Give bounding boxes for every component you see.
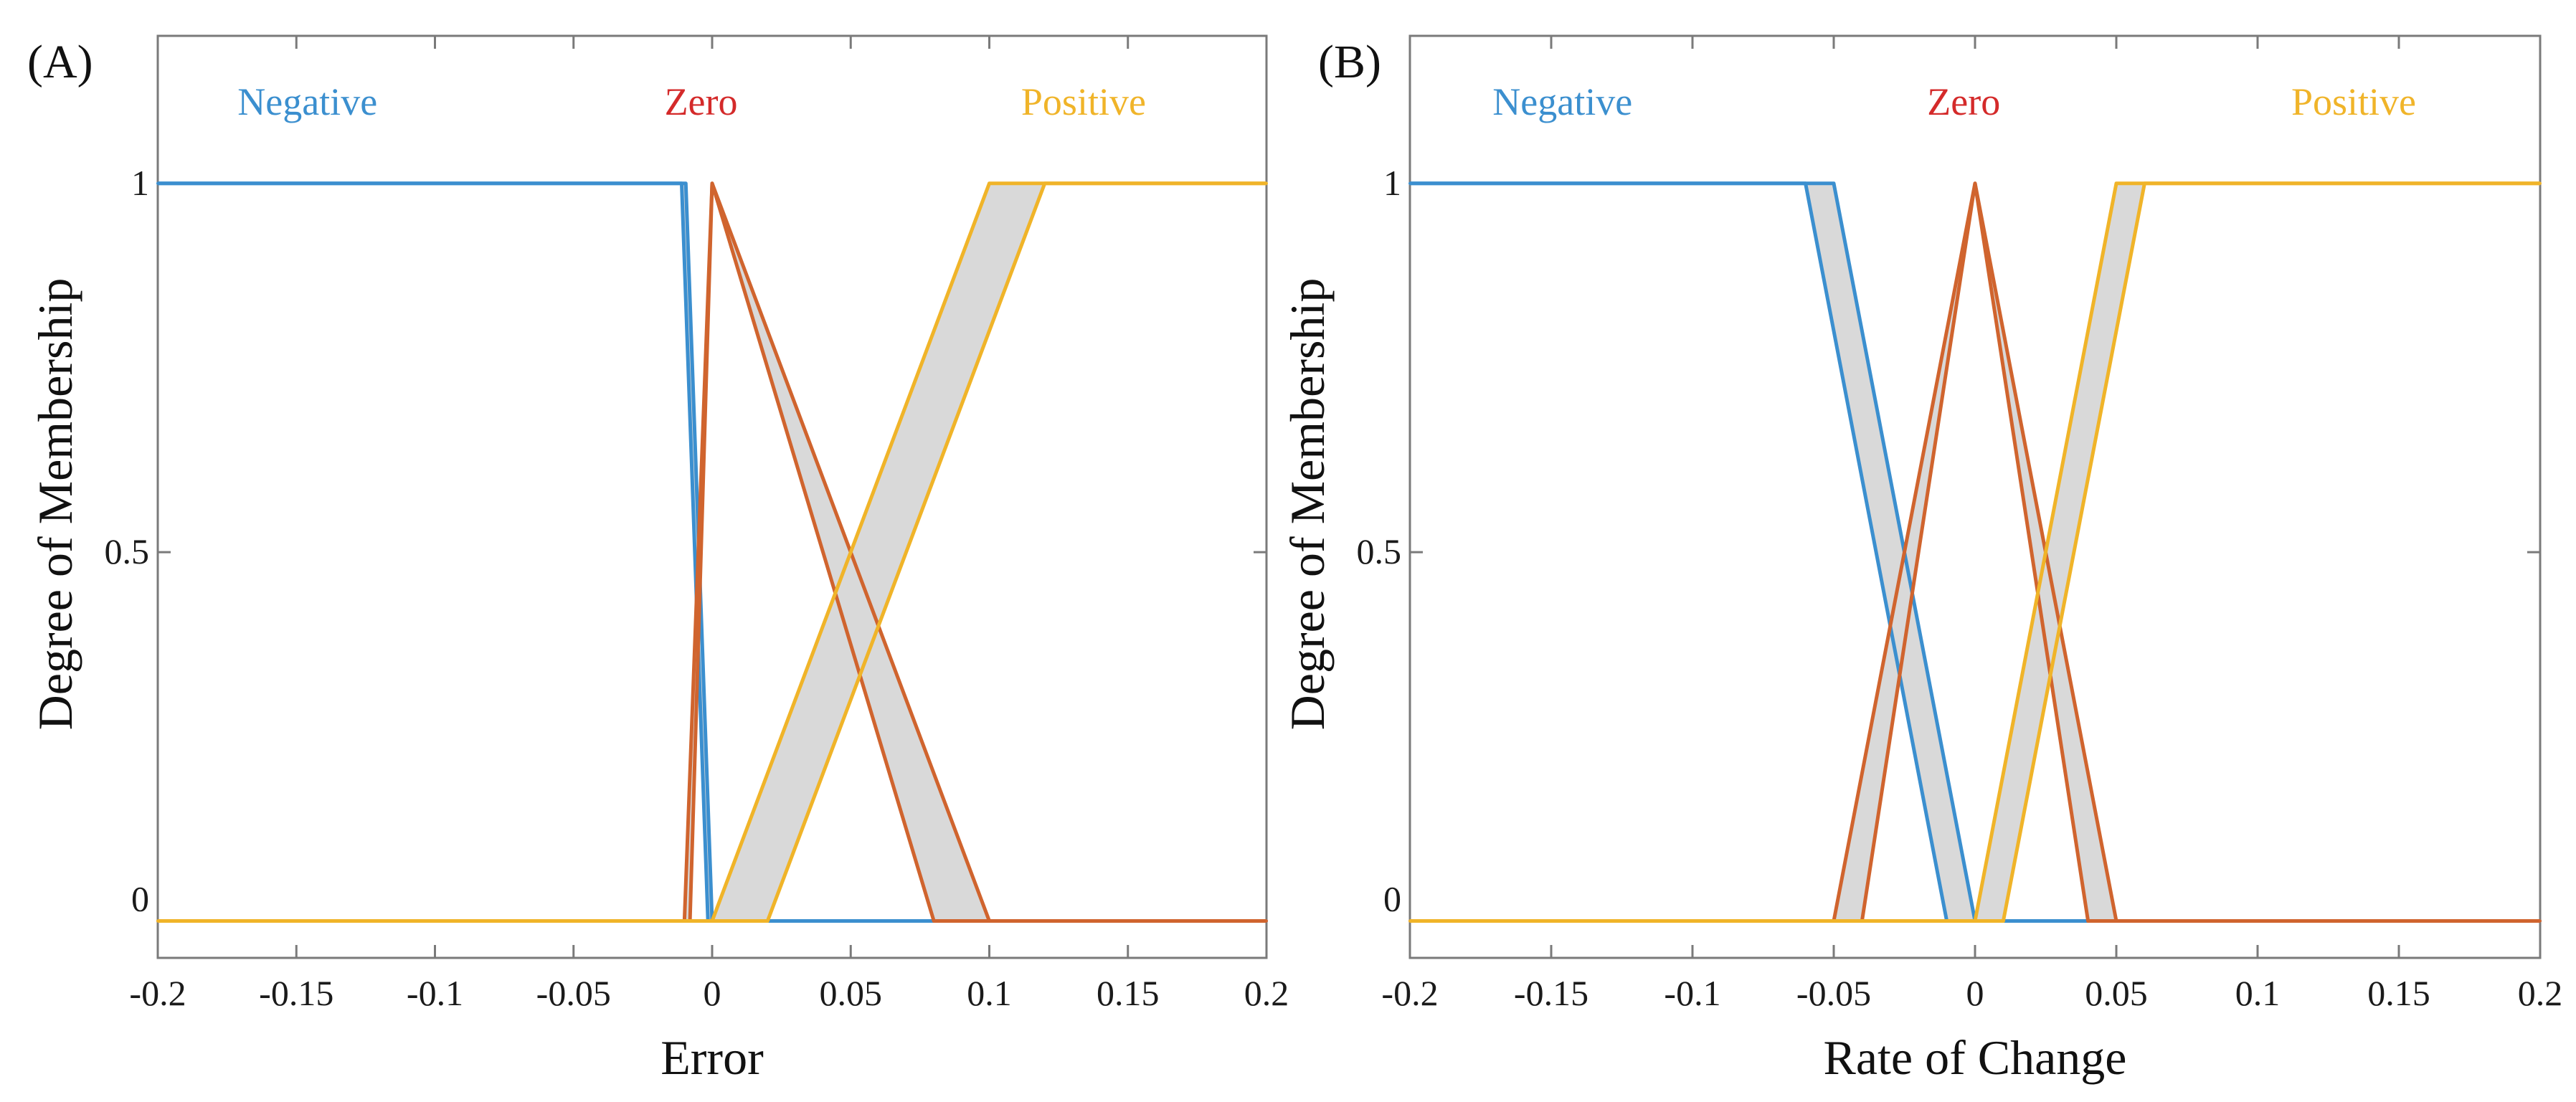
- x-tick-label: -0.1: [1664, 973, 1720, 1013]
- curve-negative-lower: [1410, 181, 2540, 923]
- plot-frame: [1408, 34, 2542, 959]
- x-tick-label: 0: [704, 973, 721, 1013]
- x-tick-label: 0.2: [1244, 973, 1289, 1013]
- curve-negative-upper: [1410, 181, 2540, 923]
- panel-a: -0.2 -0.15 -0.1 -0.05 0 0.05 0.1 0.15 0.2 1 0.5 0 Er…: [27, 34, 1289, 1085]
- curve-positive-lower: [1410, 181, 2540, 923]
- curve-positive-upper: [1410, 181, 2540, 923]
- band-zero: [1408, 181, 2542, 923]
- curve-negative-lower: [158, 181, 1266, 923]
- panel-b: -0.2 -0.15 -0.1 -0.05 0 0.05 0.1 0.15 0.2 1 0.5 0 Ra…: [1280, 34, 2563, 1085]
- y-tick-label: 0.5: [105, 531, 150, 571]
- x-tick-label: -0.2: [129, 973, 186, 1013]
- curve-positive-upper: [158, 181, 1266, 923]
- plot-frame: [156, 34, 1268, 959]
- legend-zero: Zero: [1927, 80, 2000, 123]
- x-tick-label: 0.1: [967, 973, 1012, 1013]
- curve-zero-lower: [158, 181, 1266, 923]
- x-tick-label: -0.05: [536, 973, 611, 1013]
- x-tick-label: 0.15: [2367, 973, 2430, 1013]
- x-tick-label: 0.2: [2518, 973, 2563, 1013]
- band-positive: [1408, 181, 2542, 923]
- y-tick-label: 0: [1383, 879, 1401, 919]
- band-negative: [1408, 181, 2542, 923]
- panel-label: (B): [1318, 36, 1381, 88]
- legend-negative: Negative: [237, 80, 377, 123]
- y-tick-label: 0: [131, 879, 149, 919]
- y-tick-label: 1: [1383, 163, 1401, 203]
- y-tick-label: 1: [131, 163, 149, 203]
- band-negative: [156, 181, 1268, 923]
- x-tick-label: 0.05: [820, 973, 883, 1013]
- legend-positive: Positive: [2291, 80, 2416, 123]
- x-tick-label: 0: [1966, 973, 1984, 1013]
- y-tick-label: 0.5: [1357, 531, 1402, 571]
- x-tick-label: 0.1: [2235, 973, 2281, 1013]
- membership-bands: [156, 181, 1268, 923]
- panel-label: (A): [27, 36, 93, 88]
- y-axis-title: Degree of Membership: [28, 278, 82, 731]
- legend-negative: Negative: [1492, 80, 1632, 123]
- curve-zero-lower: [1410, 181, 2540, 923]
- x-tick-label: -0.1: [407, 973, 463, 1013]
- curve-negative-upper: [158, 181, 1266, 923]
- x-axis-title: Error: [660, 1030, 764, 1085]
- curve-zero-upper: [1410, 181, 2540, 923]
- legend-zero: Zero: [665, 80, 738, 123]
- x-tick-label: -0.2: [1381, 973, 1438, 1013]
- band-positive: [156, 181, 1268, 923]
- x-axis-title: Rate of Change: [1824, 1030, 2127, 1085]
- x-tick-label: -0.05: [1796, 973, 1871, 1013]
- y-axis-title: Degree of Membership: [1280, 278, 1335, 731]
- band-zero: [156, 181, 1268, 923]
- legend-positive: Positive: [1021, 80, 1146, 123]
- x-tick-label: 0.15: [1097, 973, 1160, 1013]
- x-tick-label: 0.05: [2085, 973, 2148, 1013]
- membership-bands: [1408, 181, 2542, 923]
- x-tick-label: -0.15: [1514, 973, 1588, 1013]
- x-tick-label: -0.15: [259, 973, 333, 1013]
- curve-positive-lower: [158, 181, 1266, 923]
- curve-zero-upper: [158, 181, 1266, 923]
